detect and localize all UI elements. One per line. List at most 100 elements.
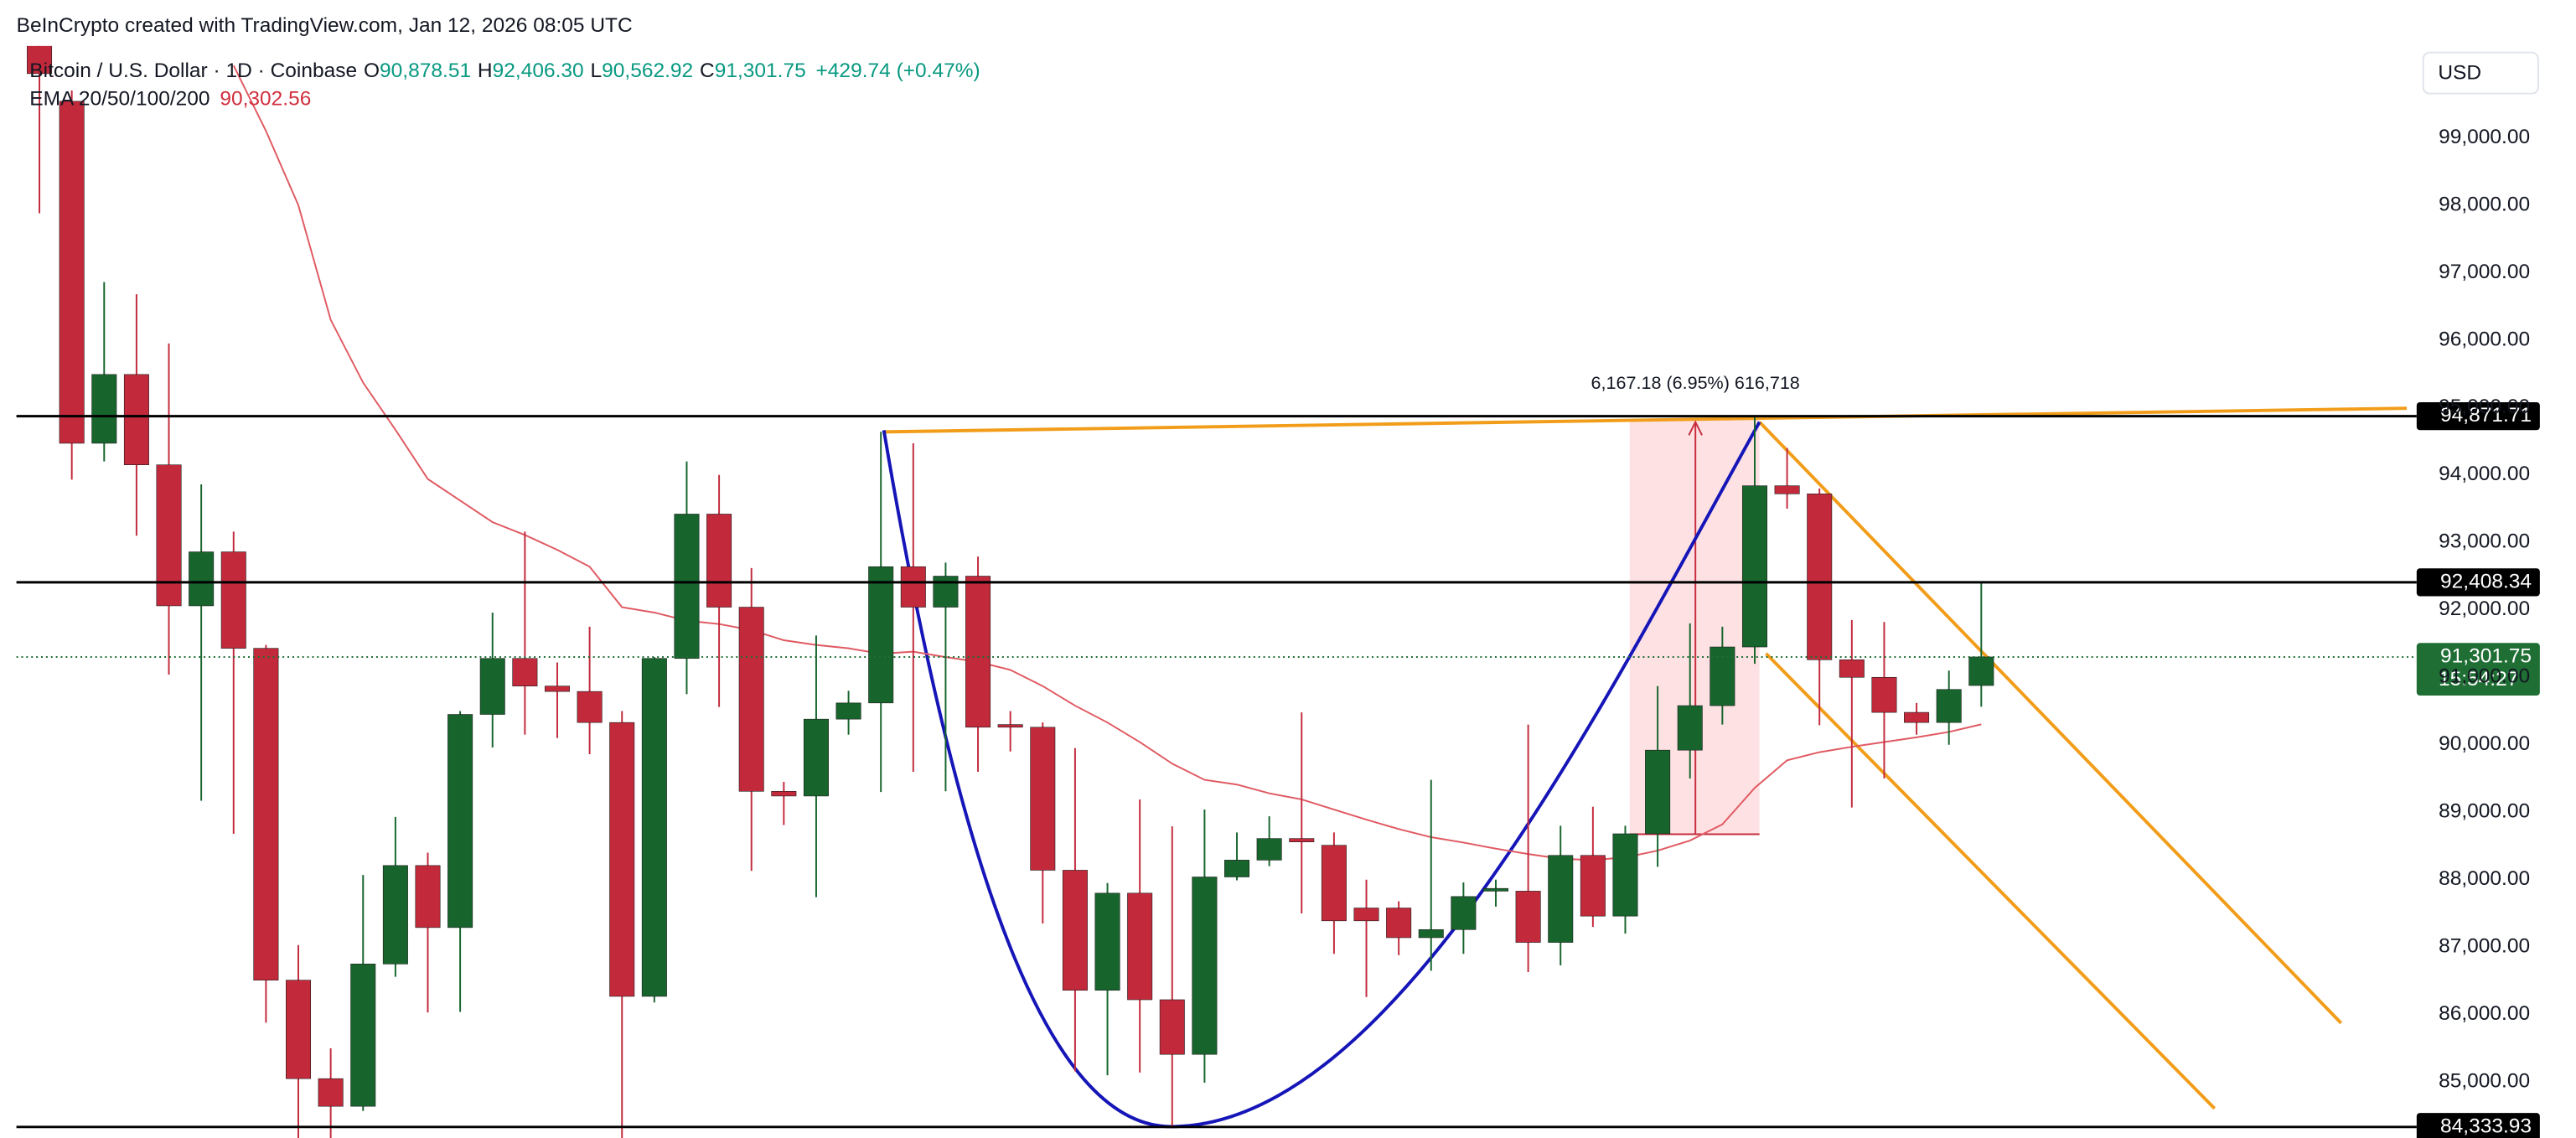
candle-body xyxy=(1321,845,1347,922)
candle-body xyxy=(1451,896,1477,930)
symbol-line: Bitcoin / U.S. Dollar · 1D · Coinbase O90… xyxy=(29,60,980,83)
candle-body xyxy=(1483,887,1508,892)
candle-body xyxy=(1871,676,1897,713)
candle-body xyxy=(27,45,53,75)
ohlc-label: C xyxy=(700,60,715,83)
symbol: Bitcoin / U.S. Dollar · 1D · Coinbase xyxy=(29,60,357,83)
candle-body xyxy=(253,648,279,980)
candle-body xyxy=(382,865,408,965)
candle-body xyxy=(1127,892,1153,1001)
candle-body xyxy=(59,101,85,444)
candle-body xyxy=(771,790,797,797)
change: +429.74 (+0.47%) xyxy=(816,60,980,83)
price-label-box xyxy=(2416,643,2540,696)
y-tick-label: 94,000.00 xyxy=(2439,463,2530,485)
candle-body xyxy=(1645,749,1671,835)
candle-body xyxy=(1515,891,1541,943)
candle-body xyxy=(706,514,732,608)
price-label: 94,871.71 xyxy=(2440,404,2532,427)
candle-body xyxy=(1904,711,1930,723)
price-label: 92,408.34 xyxy=(2440,570,2532,592)
candle-body xyxy=(1192,877,1218,1055)
candle-body xyxy=(1580,855,1606,917)
candle-body xyxy=(512,658,538,687)
candle-body xyxy=(609,722,635,997)
price-label-box xyxy=(2416,568,2540,597)
candle-body xyxy=(1256,838,1282,861)
y-tick-label: 99,000.00 xyxy=(2439,126,2530,148)
ohlc-label: H xyxy=(478,60,493,83)
candle-body xyxy=(1774,485,1800,494)
candle-body xyxy=(1224,860,1250,877)
candle-body xyxy=(835,702,861,720)
candle-body xyxy=(1386,908,1412,939)
y-tick-label: 89,000.00 xyxy=(2439,800,2530,823)
candle-body xyxy=(868,566,894,704)
candle-body xyxy=(544,685,570,692)
y-tick-label: 86,000.00 xyxy=(2439,1002,2530,1025)
channel-lower xyxy=(1765,652,2216,1110)
candle-body xyxy=(641,658,667,997)
candle-body xyxy=(900,566,926,608)
y-tick-label: 97,000.00 xyxy=(2439,261,2530,283)
ohlc-value: 90,562.92 xyxy=(602,60,693,83)
candle-body xyxy=(1677,705,1703,751)
candle-body xyxy=(1030,727,1056,871)
ohlc-value: 92,406.30 xyxy=(493,60,584,83)
y-tick-label: 87,000.00 xyxy=(2439,935,2530,958)
cup-curve xyxy=(882,421,1761,1129)
candle-body xyxy=(1062,870,1088,991)
candle-body xyxy=(1094,892,1120,991)
ema-value: 90,302.56 xyxy=(220,88,311,111)
y-tick-label: 88,000.00 xyxy=(2439,867,2530,890)
y-tick-label: 85,000.00 xyxy=(2439,1070,2530,1093)
candle-body xyxy=(803,718,829,797)
measure-label: 6,167.18 (6.95%) 616,718 xyxy=(1591,372,1800,393)
candle-body xyxy=(1353,908,1379,922)
candle-body xyxy=(738,607,764,792)
measure-arrow-head xyxy=(1688,420,1703,436)
candle-body xyxy=(1710,646,1735,706)
candle-body xyxy=(286,980,312,1079)
price-label: 91,301.75 xyxy=(2440,644,2532,667)
ohlc-value: 91,301.75 xyxy=(715,60,806,83)
candle-body xyxy=(1741,485,1767,648)
channel-upper xyxy=(1758,421,2343,1025)
price-label-box xyxy=(2416,1113,2540,1138)
candle-body xyxy=(1289,838,1315,842)
candle-body xyxy=(415,865,441,929)
drawings xyxy=(882,406,2408,1129)
resistance-line xyxy=(883,406,2408,434)
currency: USD xyxy=(2438,62,2481,85)
candle-body xyxy=(1418,929,1444,939)
attribution: BeInCrypto created with TradingView.com,… xyxy=(17,14,633,37)
candle-body xyxy=(479,658,505,715)
y-tick-label: 98,000.00 xyxy=(2439,193,2530,215)
candle-body xyxy=(1839,660,1865,678)
ema-line: EMA 20/50/100/200 90,302.56 xyxy=(29,88,311,111)
y-tick-label: 91,000.00 xyxy=(2439,665,2530,688)
candle-body xyxy=(318,1078,344,1107)
candle-body xyxy=(447,714,473,929)
candle-body xyxy=(1968,656,1994,686)
candle-body xyxy=(1807,494,1833,660)
candle-body xyxy=(1548,855,1574,943)
candle-body xyxy=(965,576,991,728)
marks xyxy=(27,45,1994,1138)
candle-body xyxy=(997,724,1023,728)
candle-body xyxy=(220,551,246,649)
candle-body xyxy=(91,374,117,444)
price-label: 84,333.93 xyxy=(2440,1115,2532,1137)
ohlc-value: 90,878.51 xyxy=(380,60,471,83)
candle-body xyxy=(350,964,376,1107)
y-tick-label: 92,000.00 xyxy=(2439,597,2530,620)
candle-body xyxy=(1159,999,1185,1055)
candle-body xyxy=(123,374,149,466)
y-tick-label: 90,000.00 xyxy=(2439,732,2530,755)
candle-body xyxy=(674,514,700,660)
currency-button[interactable] xyxy=(2422,51,2539,95)
candle-body xyxy=(933,576,959,608)
